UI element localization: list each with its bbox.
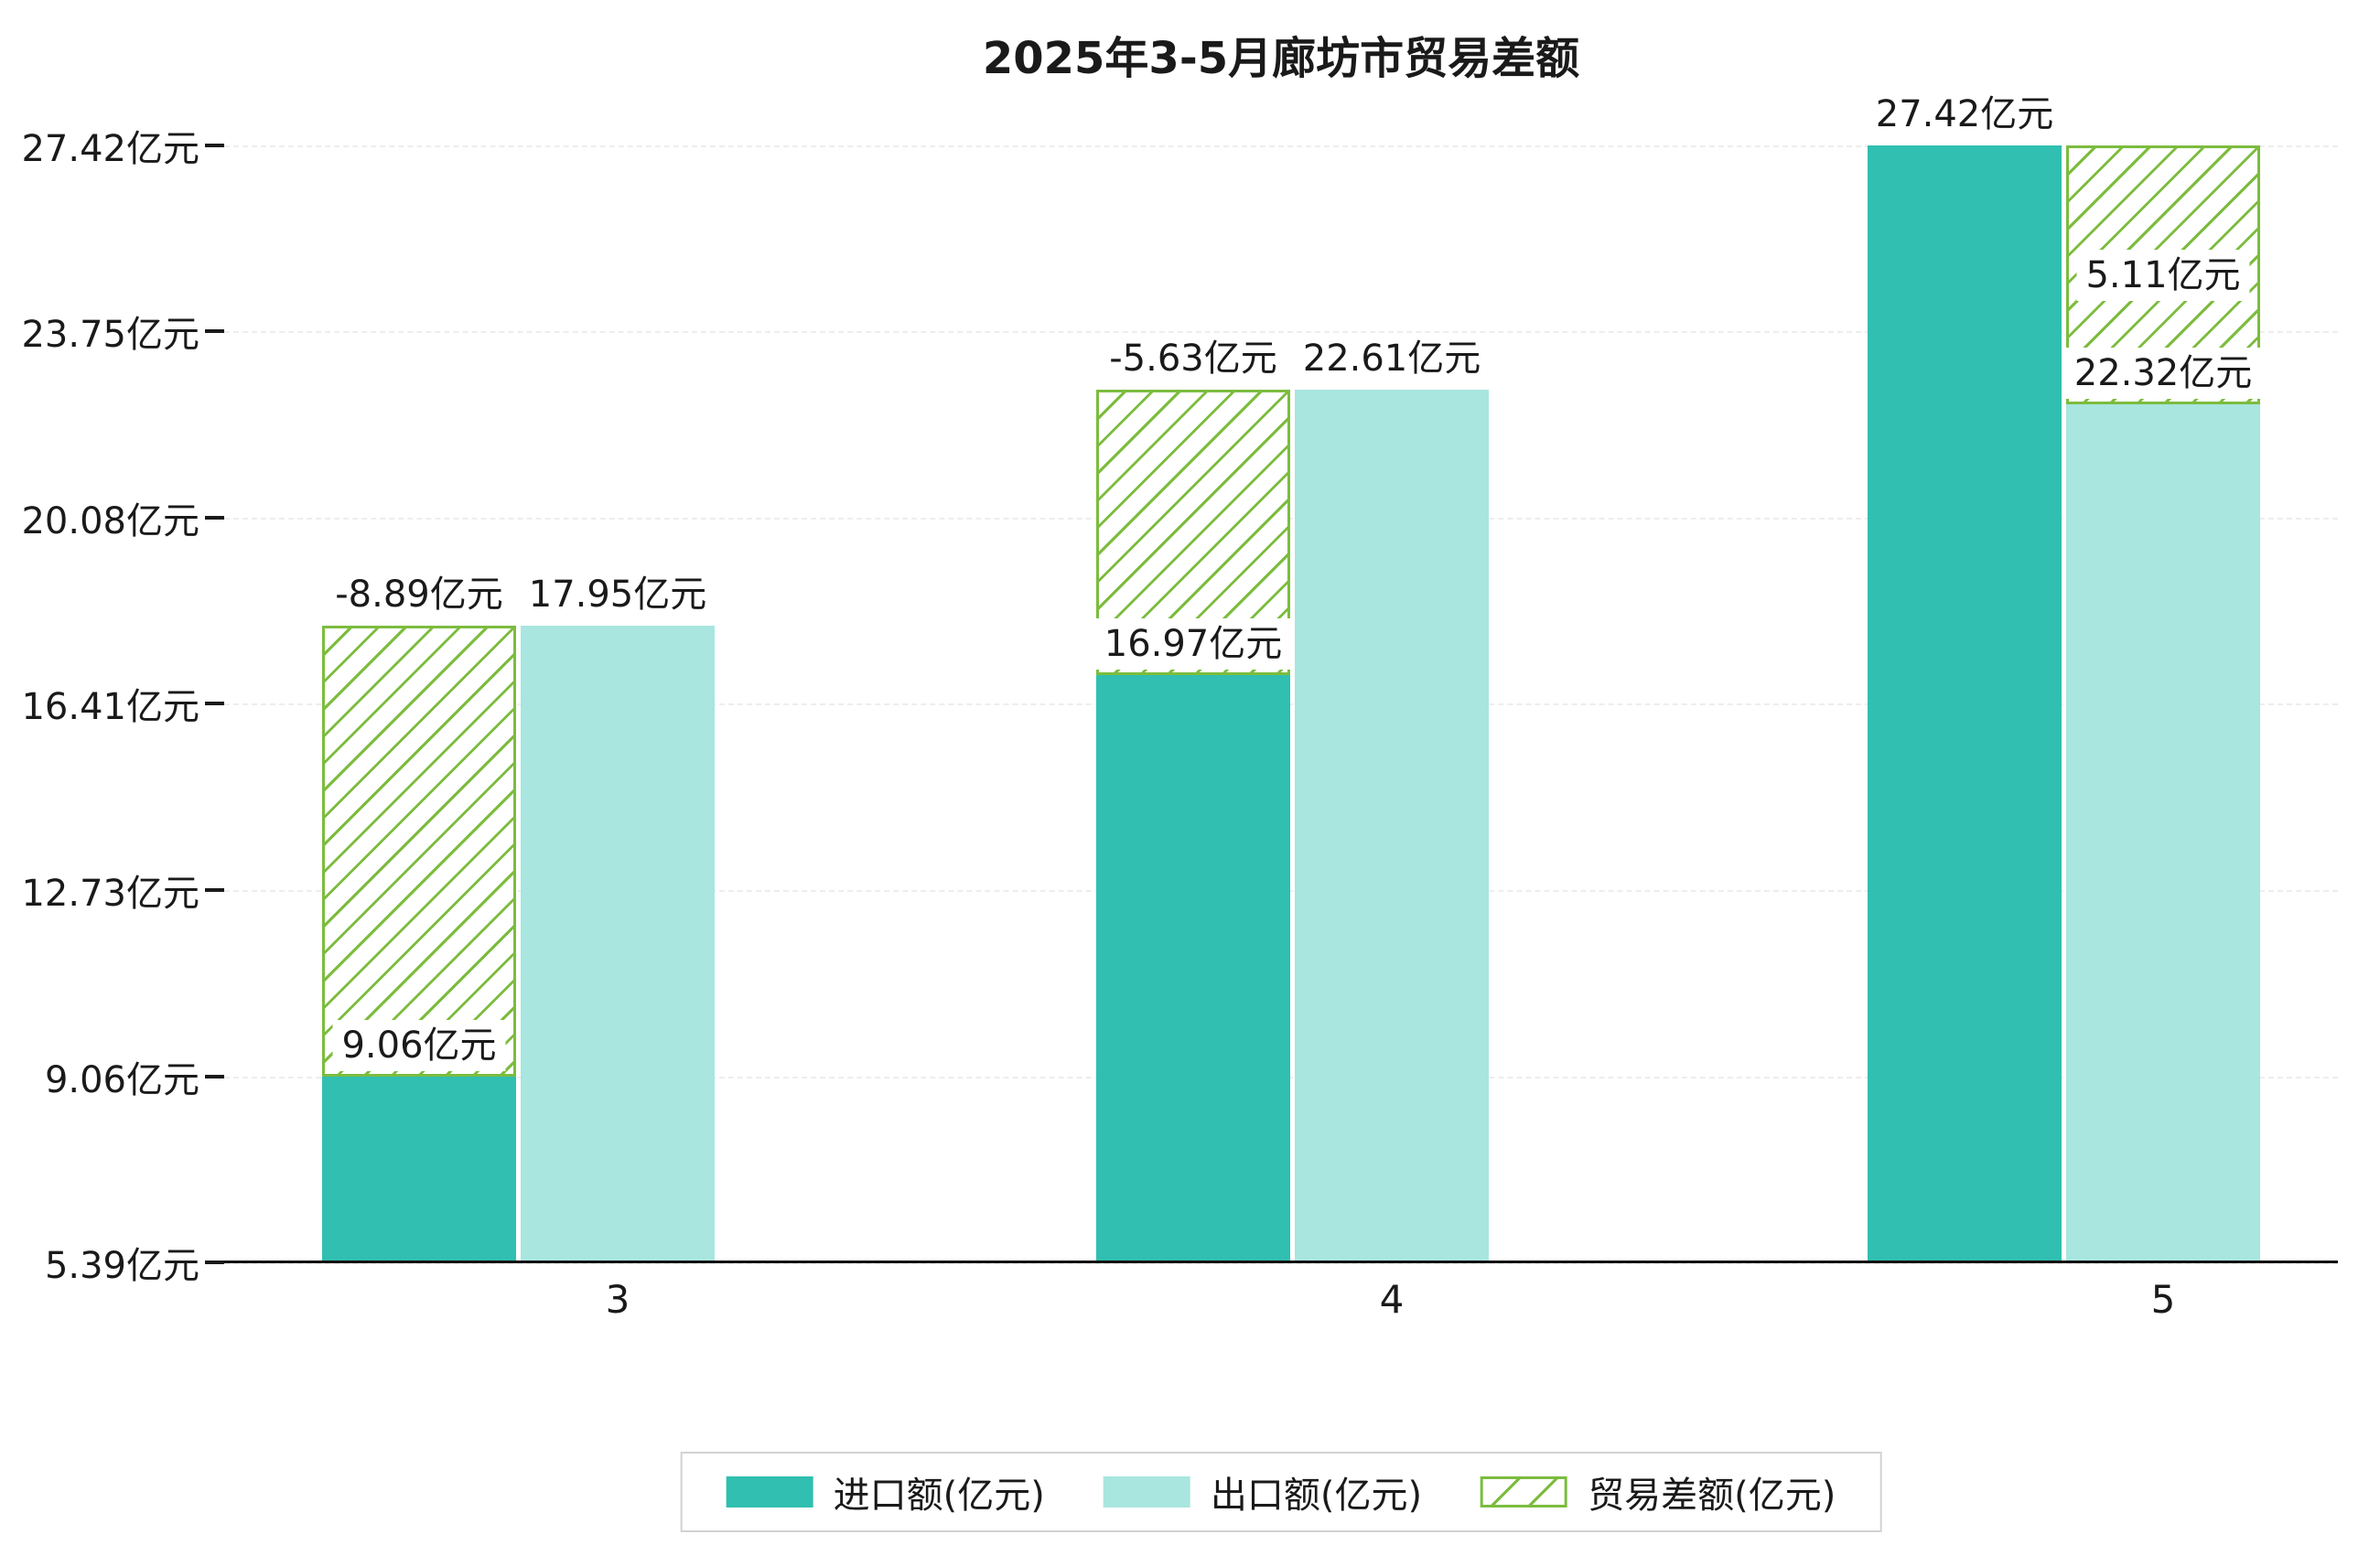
import-value-label: 27.42亿元 [1866,89,2063,140]
legend-item-import: 进口额(亿元) [726,1465,1045,1518]
balance-value-label: -5.63亿元 [1100,333,1287,384]
x-axis-line [224,1261,2338,1263]
import-bar [1868,145,2062,1262]
legend-item-export: 出口额(亿元) [1103,1465,1423,1518]
export-value-label: 22.32亿元 [2064,348,2262,399]
balance-swatch-icon [1481,1476,1568,1507]
y-axis-tick-mark [205,1075,224,1078]
legend: 进口额(亿元) 出口额(亿元) 贸易差额(亿元) [680,1452,1882,1532]
legend-label-export: 出口额(亿元) [1210,1475,1423,1517]
export-value-label: 17.95亿元 [519,569,716,620]
import-bar [322,1077,516,1262]
import-bar [1096,675,1290,1262]
gridline [224,331,2338,333]
balance-value-label: -8.89亿元 [326,569,512,620]
y-axis-tick-label: 16.41亿元 [21,686,199,728]
y-axis-tick-label: 23.75亿元 [21,314,199,356]
import-value-label: 9.06亿元 [332,1020,506,1071]
import-value-label: 16.97亿元 [1094,618,1292,670]
y-axis-tick-mark [205,144,224,147]
y-axis-tick-mark [205,516,224,520]
gridline [224,1262,2338,1264]
x-axis-tick-label: 5 [2150,1277,2176,1322]
export-bar [521,626,715,1262]
y-axis-tick-mark [205,1261,224,1264]
x-axis-tick-label: 3 [605,1277,630,1322]
y-axis-tick-mark [205,329,224,333]
export-bar [1295,390,1489,1262]
legend-label-balance: 贸易差额(亿元) [1588,1475,1836,1517]
trade-balance-hatch [322,626,516,1077]
balance-value-label: 5.11亿元 [2076,250,2250,301]
y-axis-tick-label: 9.06亿元 [44,1059,199,1101]
y-axis-tick-mark [205,888,224,892]
x-axis-tick-label: 4 [1379,1277,1405,1322]
y-axis-tick-label: 12.73亿元 [21,873,199,915]
legend-label-import: 进口额(亿元) [833,1475,1045,1517]
y-axis-tick-label: 5.39亿元 [44,1245,199,1287]
y-axis-tick-label: 27.42亿元 [21,128,199,170]
export-value-label: 22.61亿元 [1293,333,1491,384]
y-axis-tick-label: 20.08亿元 [21,500,199,542]
y-axis-tick-mark [205,702,224,705]
export-swatch-icon [1103,1476,1190,1507]
chart-title: 2025年3-5月廊坊市贸易差额 [982,33,1580,84]
legend-item-balance: 贸易差额(亿元) [1481,1465,1836,1518]
gridline [224,145,2338,147]
import-swatch-icon [726,1476,813,1507]
export-bar [2066,404,2260,1262]
